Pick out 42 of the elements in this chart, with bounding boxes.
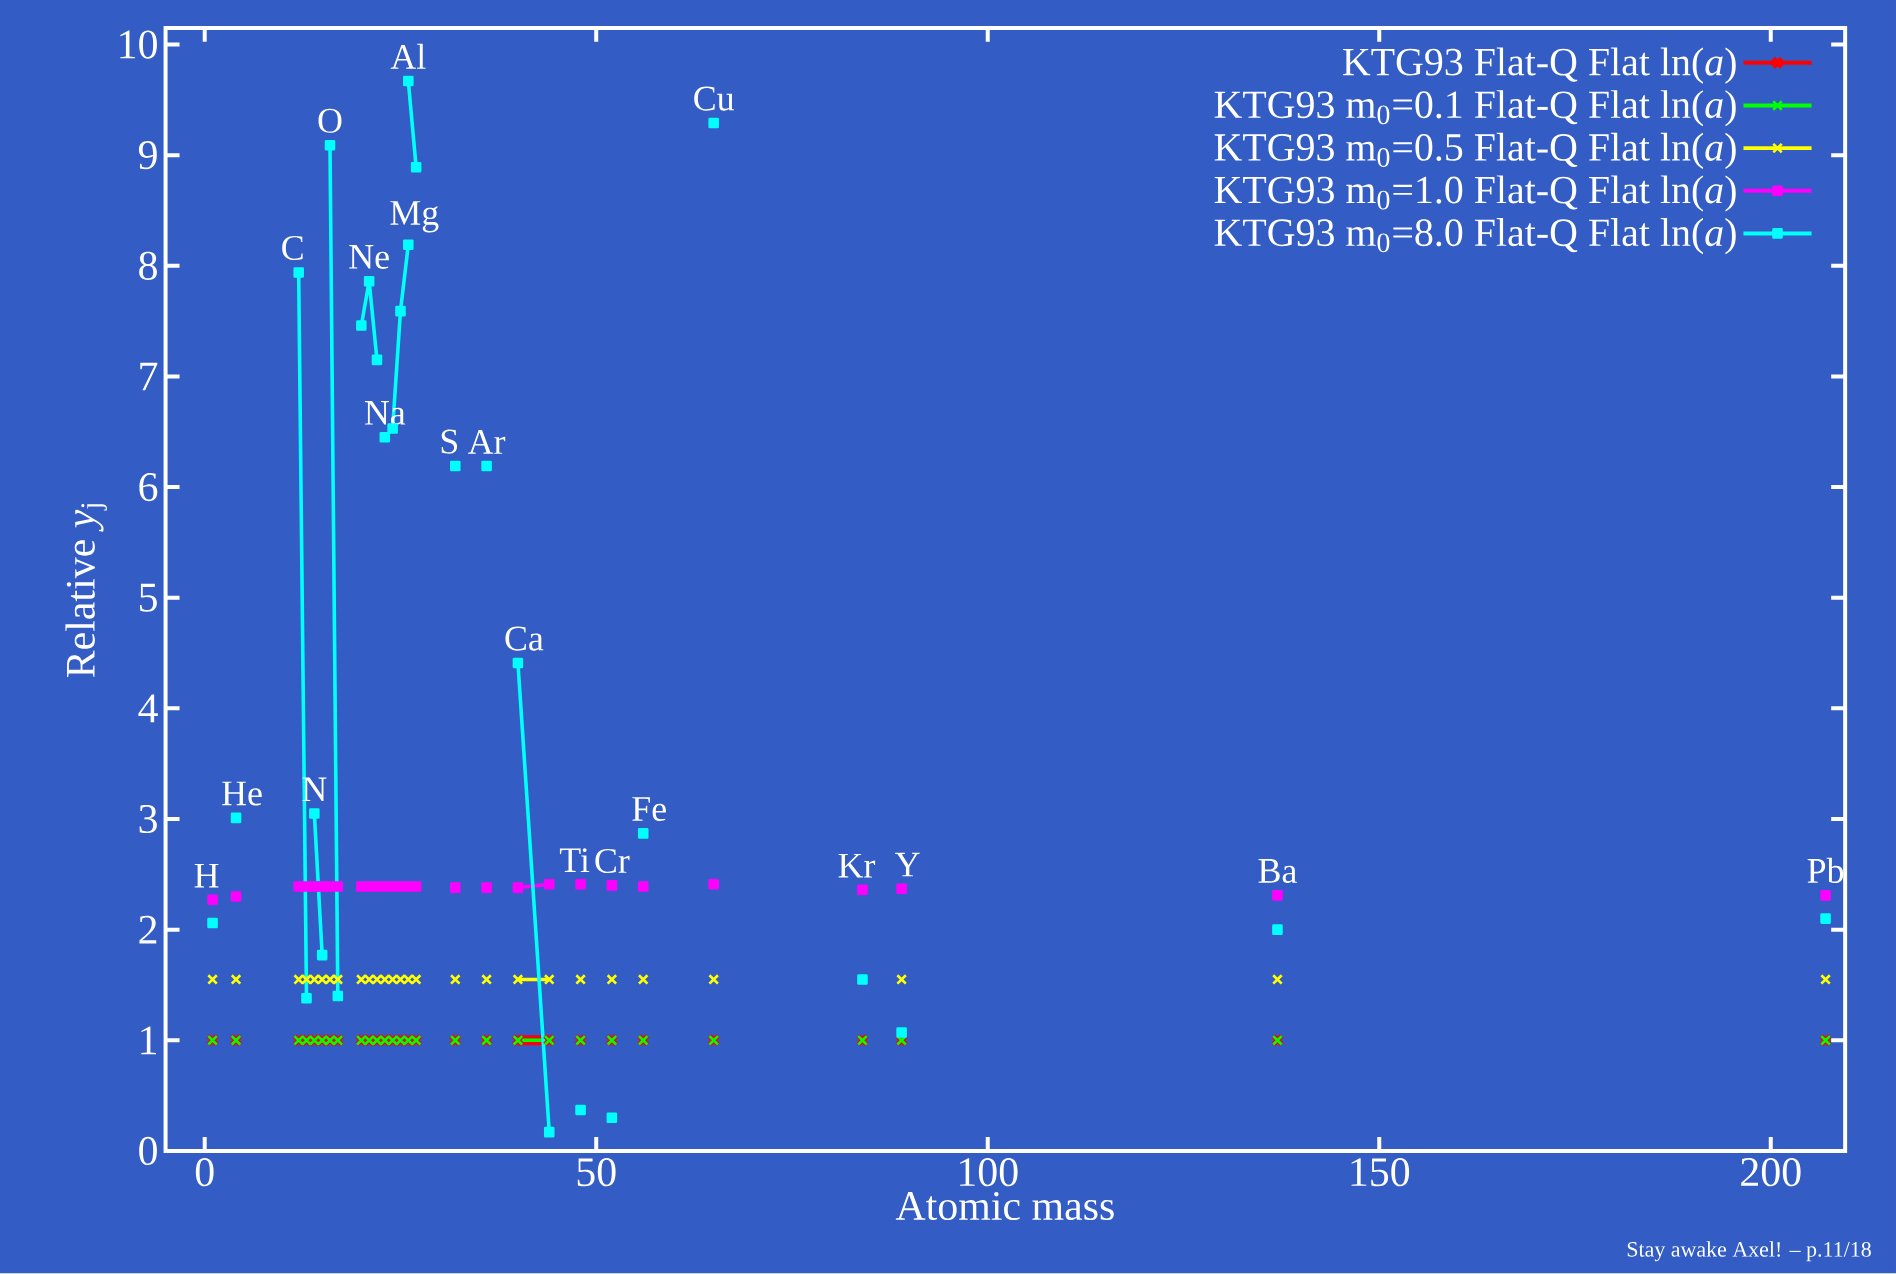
annotation: Cu xyxy=(694,86,735,111)
annotation: Ne xyxy=(349,245,389,270)
annotation: O xyxy=(318,108,342,133)
annotation: Ti xyxy=(559,848,590,873)
y-tick-label: 10 xyxy=(120,30,157,59)
legend-label: KTG93 m$_{0}$=8.0 Flat-Q Flat ln(a) xyxy=(1214,218,1736,255)
y-axis-title: Relative y$_{j}$ xyxy=(65,504,107,678)
y-tick-label: 1 xyxy=(141,1026,156,1055)
annotation: Y xyxy=(895,853,920,877)
annotation: Ba xyxy=(1258,859,1297,884)
x-axis-title: Atomic mass xyxy=(895,1192,1114,1221)
x-tick-label: 100 xyxy=(960,1158,1018,1187)
x-tick-label: 150 xyxy=(1351,1158,1410,1187)
x-tick-label: 50 xyxy=(577,1158,616,1187)
annotation: Al xyxy=(390,43,426,69)
y-tick-label: 6 xyxy=(139,473,158,502)
y-tick-label: 5 xyxy=(140,583,157,612)
annotation: S xyxy=(441,429,458,454)
annotation: C xyxy=(282,236,303,261)
legend-label: KTG93 m$_{0}$=0.1 Flat-Q Flat ln(a) xyxy=(1214,90,1736,127)
legend-label: KTG93 m$_{0}$=0.5 Flat-Q Flat ln(a) xyxy=(1214,132,1736,170)
annotation: Kr xyxy=(838,854,876,878)
annotation: Mg xyxy=(390,201,439,233)
y-tick-label: 8 xyxy=(139,251,157,281)
x-tick-label: 0 xyxy=(195,1158,214,1187)
annotation: Ca xyxy=(505,626,544,651)
y-tick-label: 4 xyxy=(138,694,158,723)
y-tick-label: 2 xyxy=(139,915,157,944)
annotation: Cr xyxy=(595,849,630,874)
annotation: Ar xyxy=(468,430,506,454)
x-tick-label: 200 xyxy=(1741,1158,1801,1187)
text: Stay awake Axel! – p.11/18 xyxy=(1627,1241,1871,1262)
legend-label: KTG93 m$_{0}$=1.0 Flat-Q Flat ln(a) xyxy=(1214,175,1736,212)
annotation: Pb xyxy=(1807,857,1844,884)
y-tick-label: 0 xyxy=(139,1137,157,1166)
y-tick-label: 9 xyxy=(138,141,157,170)
y-tick-label: 3 xyxy=(139,805,157,834)
y-tick-label: 7 xyxy=(140,362,158,391)
legend-label: KTG93 Flat-Q Flat ln(a) xyxy=(1343,47,1736,84)
annotation: H xyxy=(194,864,219,888)
annotation: Fe xyxy=(632,797,666,822)
annotation: He xyxy=(222,781,262,806)
